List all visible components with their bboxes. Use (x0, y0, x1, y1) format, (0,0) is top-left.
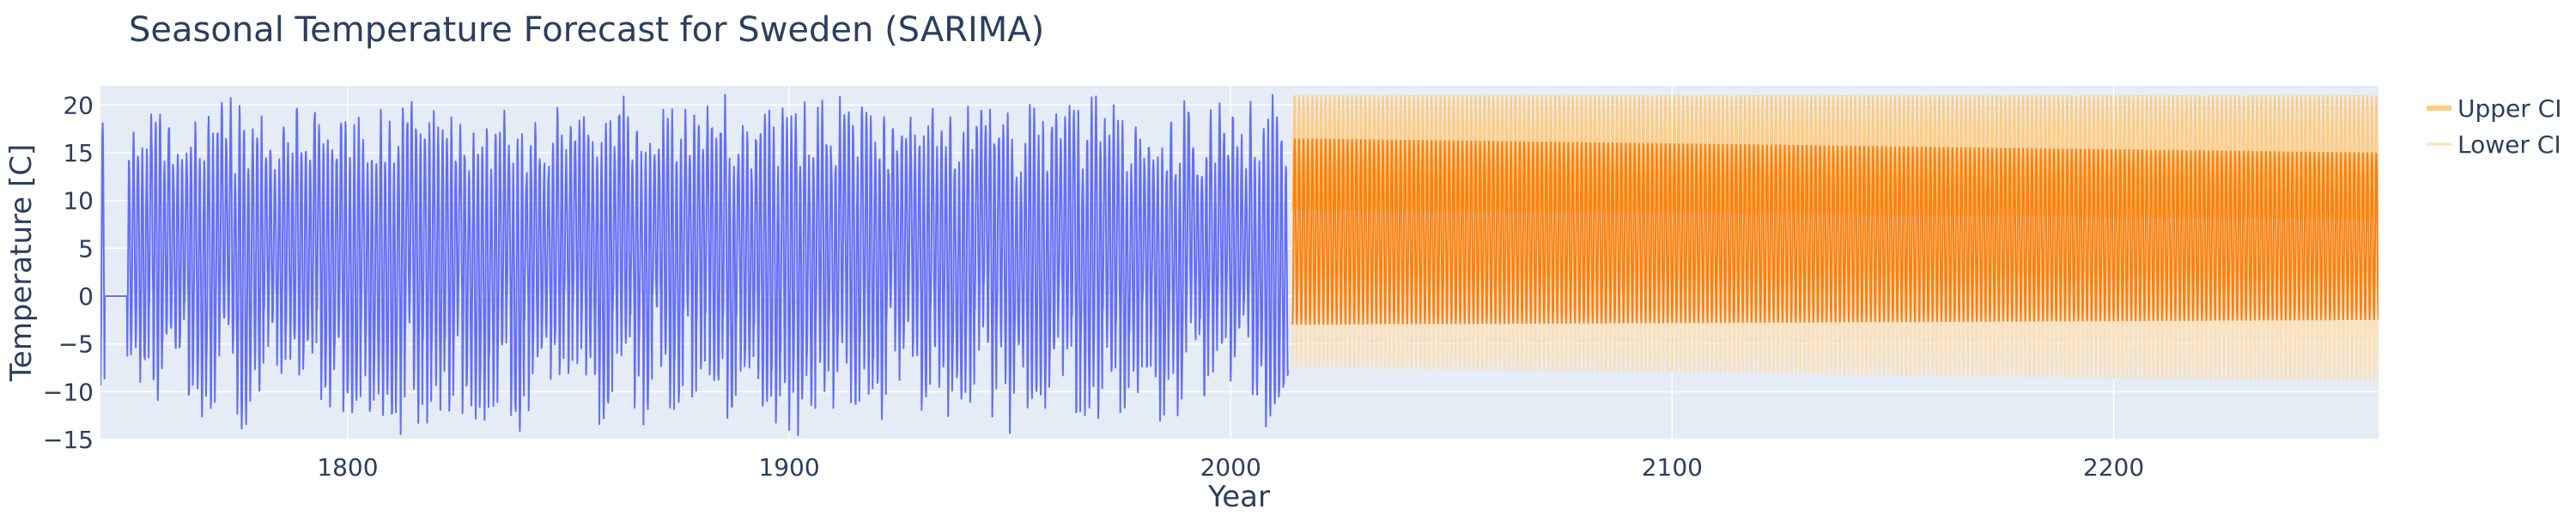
x-tick-label: 1800 (317, 453, 378, 482)
y-tick-label: 20 (63, 91, 94, 119)
y-tick-label: 15 (63, 139, 94, 167)
y-tick-label: −10 (43, 378, 94, 406)
y-tick-label: −5 (58, 330, 94, 359)
legend-item-upper-ci[interactable]: Upper CI (2427, 94, 2562, 123)
y-axis-title: Temperature [C] (4, 144, 39, 382)
y-tick-label: −15 (43, 426, 94, 454)
series-historical-line[interactable] (100, 94, 1290, 437)
x-tick-label: 2200 (2083, 453, 2144, 482)
y-tick-label: 5 (78, 234, 94, 263)
x-tick-label: 2100 (1642, 453, 1703, 482)
legend-label-upper-ci: Upper CI (2458, 94, 2562, 123)
chart-title: Seasonal Temperature Forecast for Sweden… (129, 10, 1044, 50)
legend: Upper CI Lower CI (2427, 94, 2562, 159)
legend-item-lower-ci[interactable]: Lower CI (2427, 130, 2561, 159)
y-tick-label: 10 (63, 187, 94, 215)
series-lower-ci-line[interactable] (1291, 181, 2379, 383)
x-tick-label: 2000 (1200, 453, 1261, 482)
legend-label-lower-ci: Lower CI (2458, 130, 2561, 159)
y-axis-ticks: −15 −10 −5 0 5 10 15 20 (43, 91, 94, 454)
x-tick-label: 1900 (758, 453, 819, 482)
series-forecast-line[interactable] (1291, 138, 2379, 325)
y-tick-label: 0 (78, 282, 94, 311)
plot-area (100, 94, 2379, 437)
series-upper-ci-line[interactable] (1291, 95, 2379, 220)
x-axis-ticks: 1800 1900 2000 2100 2200 (317, 453, 2144, 482)
x-axis-title: Year (1207, 480, 1270, 514)
